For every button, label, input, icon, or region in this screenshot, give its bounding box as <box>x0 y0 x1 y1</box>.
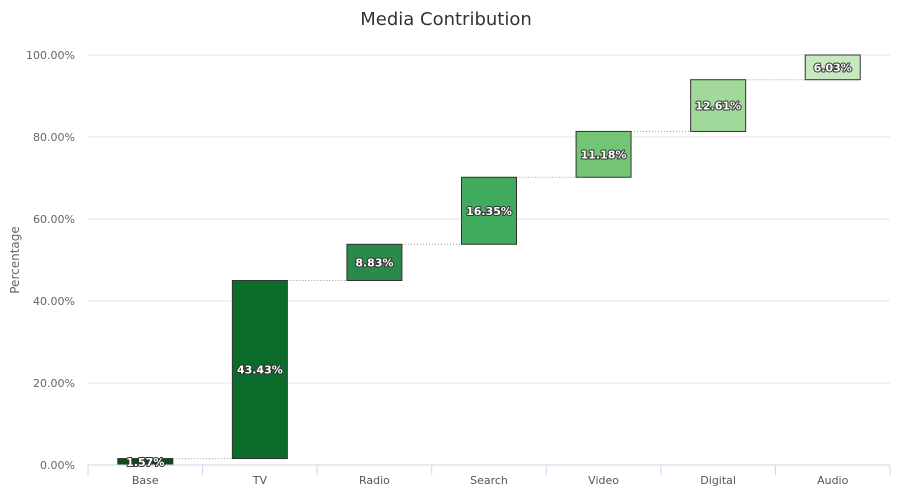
y-tick-label: 20.00% <box>33 377 75 390</box>
y-tick-label: 40.00% <box>33 295 75 308</box>
data-label-base: 1.57% <box>126 456 164 469</box>
y-tick-label: 100.00% <box>26 49 75 62</box>
bars <box>117 54 861 466</box>
bar-video <box>575 130 632 178</box>
bar-digital <box>690 79 747 132</box>
bar-audio <box>804 54 861 81</box>
data-label-radio: 8.83% <box>355 256 393 269</box>
y-axis-label: Percentage <box>8 226 22 294</box>
x-tick-label: Digital <box>700 474 736 487</box>
chart-title: Media Contribution <box>360 9 532 30</box>
data-label-tv: 43.43% <box>237 364 283 377</box>
data-labels: 1.57% 43.43% 8.83% 16.35% 11.18% 12.61% 6.03% <box>125 60 853 469</box>
data-label-audio: 6.03% <box>814 61 852 74</box>
connector-lines <box>172 79 806 460</box>
x-tick-label: Video <box>588 474 619 487</box>
bar-radio <box>346 243 403 281</box>
x-tick-label: Radio <box>359 474 390 487</box>
y-tick-label: 80.00% <box>33 131 75 144</box>
gridlines: 0.00% 20.00% 40.00% 60.00% 80.00% 100.00% <box>26 49 890 472</box>
bar-search <box>461 176 517 245</box>
y-tick-label: 0.00% <box>40 459 75 472</box>
y-tick-label: 60.00% <box>33 213 75 226</box>
x-tick-label: Audio <box>817 474 849 487</box>
x-axis: Base TV Radio Search Video Digital Audio <box>87 464 891 487</box>
x-tick-label: Base <box>132 474 159 487</box>
x-tick-label: TV <box>252 474 268 487</box>
data-label-digital: 12.61% <box>695 100 741 113</box>
data-label-search: 16.35% <box>466 205 512 218</box>
bar-tv <box>231 280 288 460</box>
x-tick-label: Search <box>470 474 508 487</box>
data-label-video: 11.18% <box>581 148 627 161</box>
